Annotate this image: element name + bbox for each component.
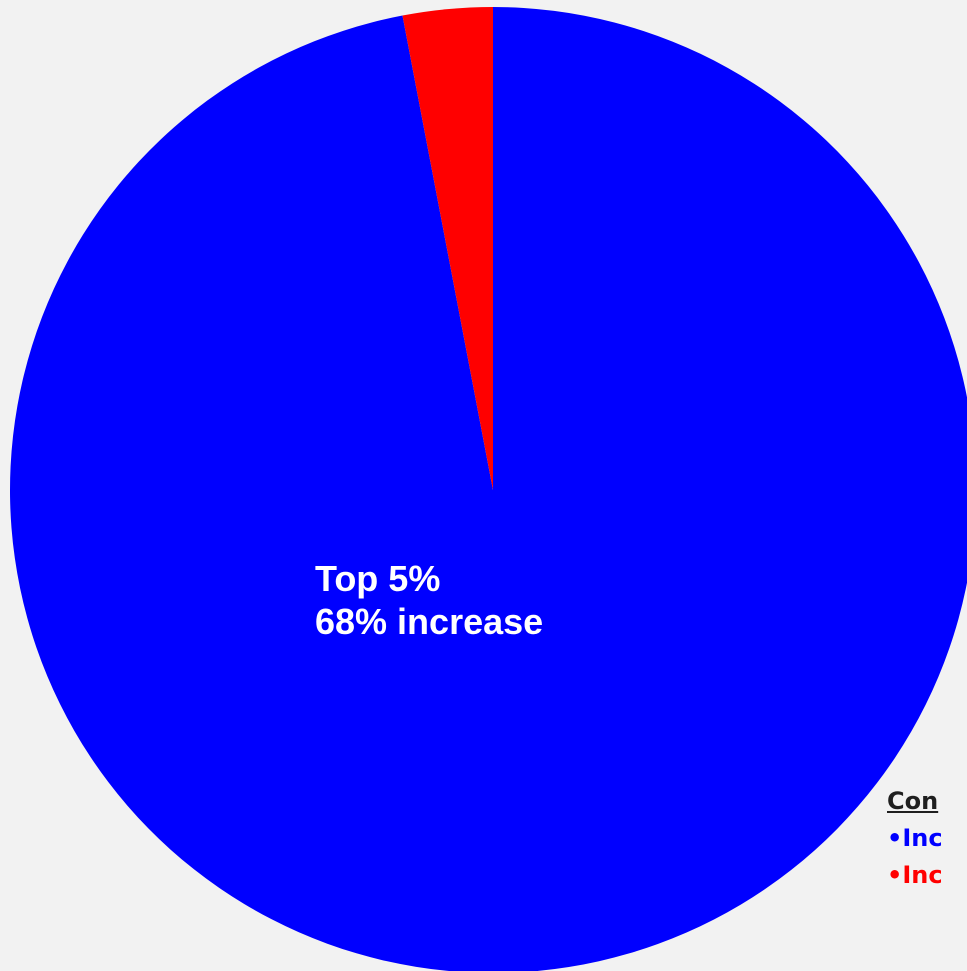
slice-label-value: 68% increase — [315, 601, 544, 642]
slice-label-group: Top 5% — [315, 558, 441, 599]
legend-item-blue: •Inc — [887, 824, 943, 852]
pie-slice-blue — [10, 7, 967, 971]
legend: Con •Inc •Inc — [887, 783, 943, 894]
slice-label-top-5: Top 5% 68% increase — [315, 557, 543, 643]
legend-title: Con — [887, 787, 939, 815]
pie-slice-red — [402, 6, 493, 490]
legend-item-red: •Inc — [887, 861, 943, 889]
